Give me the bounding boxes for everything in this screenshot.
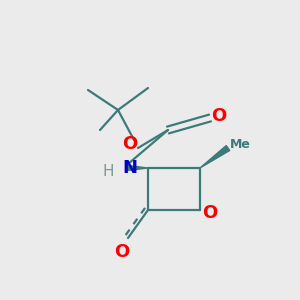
Text: O: O	[212, 107, 226, 125]
Text: O: O	[114, 243, 130, 261]
Text: N: N	[122, 159, 137, 177]
Text: O: O	[202, 204, 217, 222]
Polygon shape	[128, 166, 148, 170]
Text: H: H	[102, 164, 114, 179]
Polygon shape	[200, 146, 230, 168]
Text: Me: Me	[230, 137, 250, 151]
Text: O: O	[122, 135, 138, 153]
